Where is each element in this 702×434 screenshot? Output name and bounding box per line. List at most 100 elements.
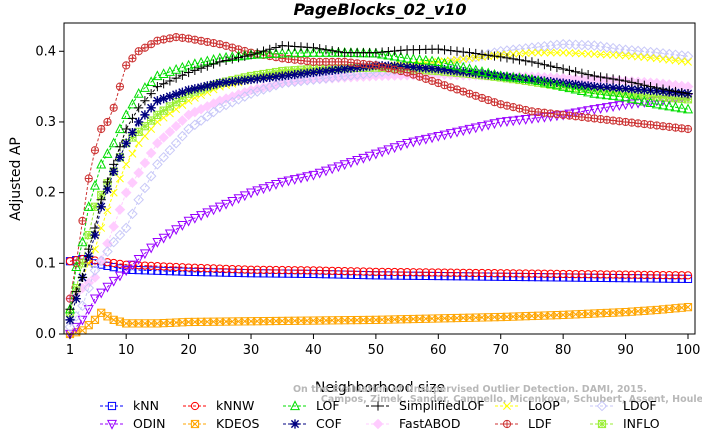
- data-point-lof: [651, 98, 662, 109]
- data-point-ldof: [601, 42, 613, 53]
- data-point-cof: [165, 91, 175, 102]
- data-point-knn: [309, 269, 318, 279]
- legend-item-kdeos: KDEOS: [183, 416, 260, 431]
- data-point-knnw: [371, 267, 380, 276]
- data-point-cof: [546, 77, 556, 87]
- data-point-ldf: [228, 43, 237, 52]
- data-point-loop: [546, 48, 555, 57]
- y-tick-label: 0.1: [35, 256, 56, 271]
- data-point-lof: [501, 71, 512, 81]
- y-axis-label: Adjusted AP: [8, 137, 24, 221]
- data-point-knnw: [147, 261, 156, 270]
- data-point-knnw: [290, 266, 299, 275]
- data-point-odin: [227, 197, 238, 207]
- data-point-lof: [127, 98, 138, 109]
- data-point-cof: [265, 72, 275, 83]
- series-ldf: [65, 33, 693, 303]
- data-point-simplifiedlof: [140, 96, 150, 106]
- data-point-loop: [671, 56, 680, 65]
- data-point-odin: [427, 133, 438, 144]
- legend-item-cof: COF: [283, 416, 342, 431]
- data-point-lof: [545, 78, 556, 88]
- data-point-odin: [108, 276, 119, 287]
- data-point-odin: [514, 115, 525, 126]
- data-point-simplifiedlof: [258, 46, 269, 56]
- data-point-ldof: [145, 170, 157, 182]
- data-point-cof: [258, 73, 269, 83]
- data-point-simplifiedlof: [190, 65, 200, 75]
- data-point-ldof: [457, 54, 469, 66]
- data-point-lof: [620, 91, 631, 102]
- data-point-lof: [464, 63, 475, 74]
- data-point-cof: [414, 63, 425, 73]
- data-point-odin: [476, 122, 488, 132]
- data-point-cof: [452, 66, 462, 76]
- data-point-cof: [402, 62, 412, 72]
- data-point-knn: [134, 266, 143, 275]
- data-point-lof: [476, 66, 488, 76]
- data-point-knnw: [596, 270, 605, 279]
- data-point-simplifiedlof: [608, 74, 618, 84]
- data-point-knn: [190, 267, 199, 277]
- data-point-knn: [584, 273, 593, 282]
- legend-item-knnw: kNNW: [183, 398, 254, 413]
- data-point-ldf: [390, 65, 399, 74]
- data-point-knn: [234, 268, 243, 278]
- data-point-simplifiedlof: [627, 77, 637, 87]
- data-point-cof: [539, 76, 550, 86]
- x-axis-label: Neighborhood size: [315, 380, 445, 396]
- data-point-knnw: [365, 267, 374, 276]
- data-point-simplifiedlof: [184, 67, 194, 78]
- data-point-loop: [609, 50, 618, 59]
- data-point-simplifiedlof: [252, 48, 262, 58]
- watermark-line-2: On the Evaluation of Unsupervised Outlie…: [293, 384, 647, 395]
- data-point-odin: [102, 282, 113, 293]
- data-point-simplifiedlof: [202, 61, 212, 71]
- legend-marker-ldof: [596, 400, 608, 412]
- data-point-odin: [383, 145, 394, 156]
- data-point-knnw: [652, 270, 661, 280]
- data-point-fastabod: [145, 147, 157, 159]
- data-point-simplifiedlof: [208, 59, 219, 69]
- data-point-simplifiedlof: [121, 124, 131, 134]
- data-point-simplifiedlof: [577, 68, 587, 78]
- data-point-cof: [552, 77, 562, 87]
- data-point-knnw: [465, 268, 474, 277]
- legend-marker-knn: [107, 401, 117, 411]
- data-point-odin: [439, 130, 450, 141]
- data-point-cof: [96, 202, 106, 212]
- data-point-ldof: [670, 49, 681, 61]
- data-point-lof: [264, 48, 275, 59]
- data-point-simplifiedlof: [240, 51, 250, 61]
- data-point-lof: [458, 61, 469, 72]
- data-point-fastabod: [152, 137, 163, 149]
- data-point-knnw: [109, 258, 118, 268]
- data-point-simplifiedlof: [371, 48, 381, 58]
- data-point-lof: [89, 179, 100, 190]
- data-point-cof: [102, 184, 113, 194]
- data-point-lof: [439, 57, 450, 68]
- data-point-odin: [239, 191, 250, 202]
- legend-marker-cof: [290, 419, 300, 429]
- legend-item-lof: LOF: [283, 398, 340, 413]
- data-point-knnw: [190, 263, 199, 272]
- data-point-ldf: [84, 174, 93, 183]
- data-point-simplifiedlof: [670, 86, 681, 97]
- x-tick-label: 100: [676, 343, 701, 358]
- data-point-ldf: [134, 47, 143, 56]
- data-point-odin: [576, 107, 587, 118]
- data-point-cof: [140, 110, 150, 120]
- data-point-lof: [389, 50, 400, 61]
- data-point-simplifiedlof: [502, 53, 512, 63]
- data-point-simplifiedlof: [633, 79, 643, 89]
- data-point-odin: [208, 205, 219, 216]
- plot-frame: [63, 22, 696, 335]
- series-kdeos: [65, 303, 693, 339]
- data-point-knnw: [140, 261, 150, 270]
- series-line-odin: [69, 96, 689, 335]
- legend-item-fastabod: FastABOD: [366, 416, 461, 431]
- data-point-cof: [152, 96, 162, 106]
- data-point-ldof: [170, 137, 182, 149]
- data-point-simplifiedlof: [265, 44, 275, 54]
- data-point-knnw: [296, 266, 306, 275]
